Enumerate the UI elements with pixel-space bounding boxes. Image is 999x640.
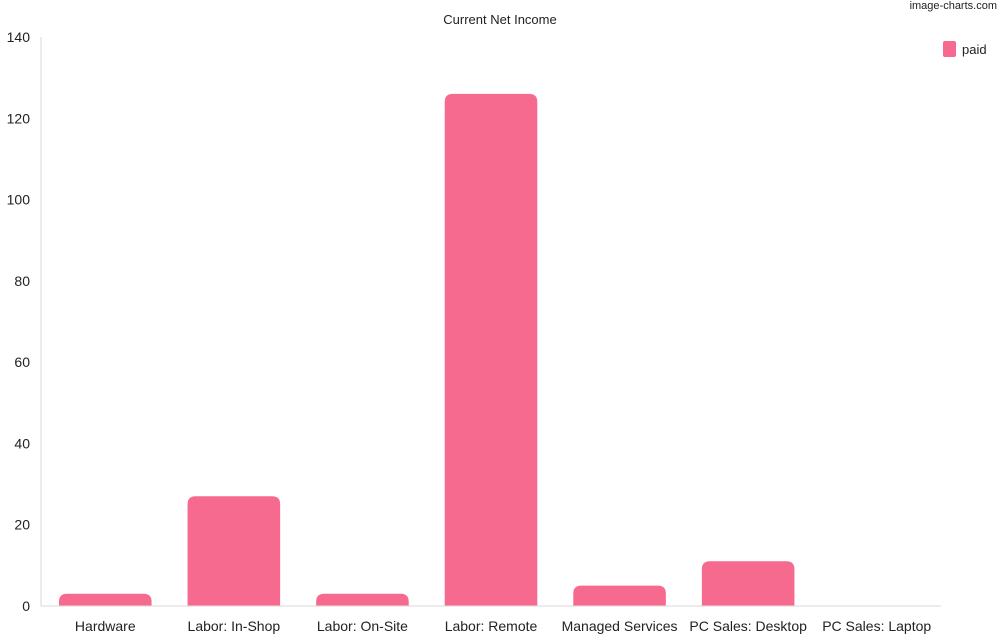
bars (59, 93, 795, 606)
legend-label-paid: paid (962, 42, 987, 57)
x-category-label: PC Sales: Laptop (822, 618, 931, 634)
x-category-label: Managed Services (562, 618, 678, 634)
y-tick-label: 100 (7, 192, 31, 208)
bar-4 (573, 585, 666, 606)
y-axis: 0 20 40 60 80 100 120 140 (7, 29, 42, 614)
bar-0 (59, 593, 152, 606)
y-tick-label: 20 (14, 517, 30, 533)
legend-swatch-paid (943, 41, 956, 57)
bar-5 (701, 561, 795, 606)
x-axis: Hardware Labor: In-Shop Labor: On-Site Labo… (41, 605, 941, 634)
x-category-label: Labor: In-Shop (188, 618, 281, 634)
chart-title: Current Net Income (443, 12, 556, 27)
watermark: image-charts.com (910, 0, 997, 12)
y-tick-label: 40 (14, 435, 30, 451)
bar-1 (187, 496, 281, 606)
y-tick-label: 80 (14, 273, 30, 289)
bar-3 (444, 93, 538, 606)
y-tick-label: 60 (14, 354, 30, 370)
x-category-label: Hardware (75, 618, 136, 634)
x-category-label: Labor: Remote (445, 618, 538, 634)
bar-2 (316, 593, 409, 606)
x-category-label: PC Sales: Desktop (689, 618, 807, 634)
x-category-label: Labor: On-Site (317, 618, 408, 634)
y-tick-label: 140 (7, 29, 31, 45)
y-tick-label: 120 (7, 110, 31, 126)
legend: paid (943, 41, 987, 57)
y-tick-label: 0 (22, 598, 30, 614)
